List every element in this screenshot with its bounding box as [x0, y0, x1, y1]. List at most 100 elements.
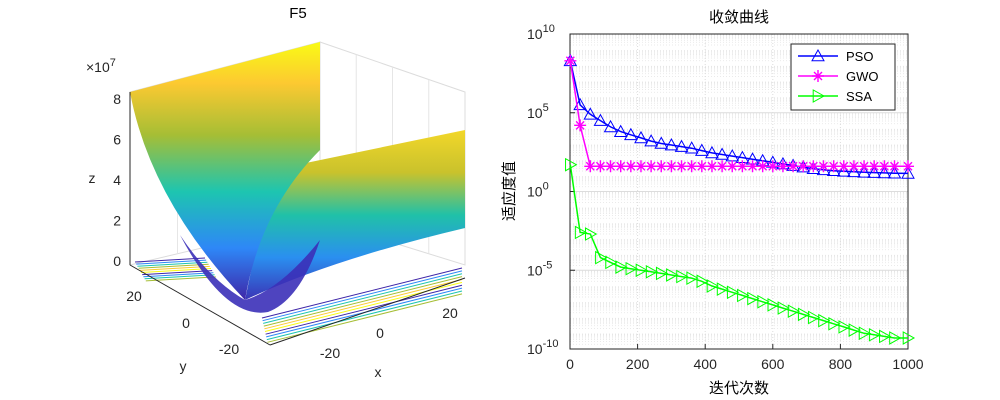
data-point-pso: [836, 164, 851, 177]
data-point-ssa: [828, 316, 841, 331]
legend-marker: [812, 89, 826, 103]
x-tick-0: 0: [376, 325, 384, 341]
data-point-gwo: [614, 160, 627, 173]
data-point-pso: [715, 147, 729, 160]
data-point-pso: [583, 107, 598, 120]
data-point-pso: [694, 143, 709, 156]
data-point-gwo: [827, 160, 840, 173]
data-point-ssa: [574, 225, 588, 240]
surface-title: F5: [289, 5, 307, 22]
x-tick-label: 200: [626, 356, 650, 372]
data-point-ssa: [676, 269, 689, 284]
contour-line: [262, 270, 463, 322]
data-point-gwo: [624, 160, 637, 173]
data-point-gwo: [776, 160, 789, 173]
series-line-pso: [569, 60, 909, 175]
data-point-gwo: [634, 160, 647, 173]
contour-line: [144, 274, 215, 280]
data-point-ssa: [655, 266, 669, 281]
data-point-ssa: [565, 157, 578, 172]
legend-item-gwo: GWO: [798, 69, 879, 84]
data-point-pso: [634, 130, 648, 144]
legend-label: GWO: [846, 69, 879, 84]
series-group: [563, 53, 916, 345]
data-point-gwo: [665, 160, 678, 173]
contour-line: [143, 272, 214, 278]
data-point-gwo: [574, 119, 587, 132]
legend-label: SSA: [846, 89, 872, 104]
y-axis-line: [129, 264, 271, 346]
data-point-gwo: [902, 160, 914, 173]
y-tick-label: 1010: [527, 23, 555, 42]
data-point-gwo: [888, 160, 901, 173]
z-tick-label: 2: [113, 213, 121, 229]
data-point-pso: [847, 164, 861, 178]
legend-marker: [811, 48, 825, 62]
data-point-gwo: [726, 160, 739, 173]
contour-line: [138, 263, 209, 269]
data-point-gwo: [564, 54, 577, 67]
y-tick-label: 105: [527, 102, 549, 121]
data-point-gwo: [675, 160, 688, 173]
y-tick-20: 20: [126, 288, 142, 304]
data-point-pso: [867, 165, 882, 178]
data-point-ssa: [605, 255, 618, 270]
data-point-pso: [664, 138, 679, 151]
y-tick-0: 0: [182, 315, 190, 331]
y-tick-exponent: 0: [543, 181, 549, 193]
contour-line: [140, 268, 212, 273]
x-axis-label: x: [375, 364, 382, 380]
data-point-gwo: [807, 160, 820, 173]
data-point-pso: [644, 134, 658, 147]
surface-right-wall: [245, 130, 465, 300]
contour-line: [263, 276, 463, 327]
x-tick-label: 800: [829, 356, 853, 372]
data-point-pso: [654, 136, 669, 149]
data-point-ssa: [818, 313, 831, 328]
data-point-gwo: [736, 160, 749, 173]
data-point-ssa: [666, 268, 679, 282]
surface-valley: [180, 235, 320, 313]
x-tick-label: 0: [566, 356, 574, 372]
y-tick-label: 10-5: [527, 259, 552, 278]
data-point-gwo: [655, 160, 668, 173]
data-point-ssa: [706, 279, 719, 293]
data-point-ssa: [635, 263, 649, 278]
series-pso: [563, 53, 915, 179]
data-point-ssa: [858, 326, 872, 341]
data-point-gwo: [878, 160, 891, 173]
z-tick-label: 8: [113, 91, 121, 107]
surface-plot: 0 2 4 6 8 ×107 z 20 0 -20 y -20 0 20 x F5: [86, 5, 466, 380]
contour-line: [137, 261, 208, 267]
surface-left-wall: [130, 42, 320, 300]
data-point-ssa: [838, 320, 851, 334]
data-point-gwo: [858, 160, 871, 173]
data-point-ssa: [902, 331, 916, 345]
legend-item-ssa: SSA: [798, 89, 872, 104]
contour-line: [134, 257, 206, 263]
series-ssa: [565, 157, 916, 345]
data-point-ssa: [716, 282, 730, 296]
data-point-ssa: [848, 323, 861, 337]
data-point-gwo: [584, 160, 597, 173]
contour-line: [263, 273, 463, 324]
data-point-pso: [877, 165, 892, 179]
legend-box: [790, 43, 896, 111]
y-tick-base: 10: [527, 184, 543, 200]
data-point-pso: [901, 166, 915, 179]
y-tick-exponent: 10: [543, 23, 555, 35]
y-tick-exponent: -5: [543, 259, 553, 271]
contour-line: [261, 267, 463, 319]
y-tick-exponent: -10: [543, 338, 559, 350]
z-tick-labels: 0 2 4 6 8: [113, 91, 121, 269]
data-point-gwo: [746, 160, 759, 173]
data-point-gwo: [645, 160, 658, 173]
data-point-pso: [705, 145, 719, 159]
data-point-ssa: [797, 307, 811, 322]
x-tick-neg20: -20: [320, 345, 340, 361]
data-point-ssa: [737, 288, 750, 303]
data-point-ssa: [808, 310, 821, 325]
